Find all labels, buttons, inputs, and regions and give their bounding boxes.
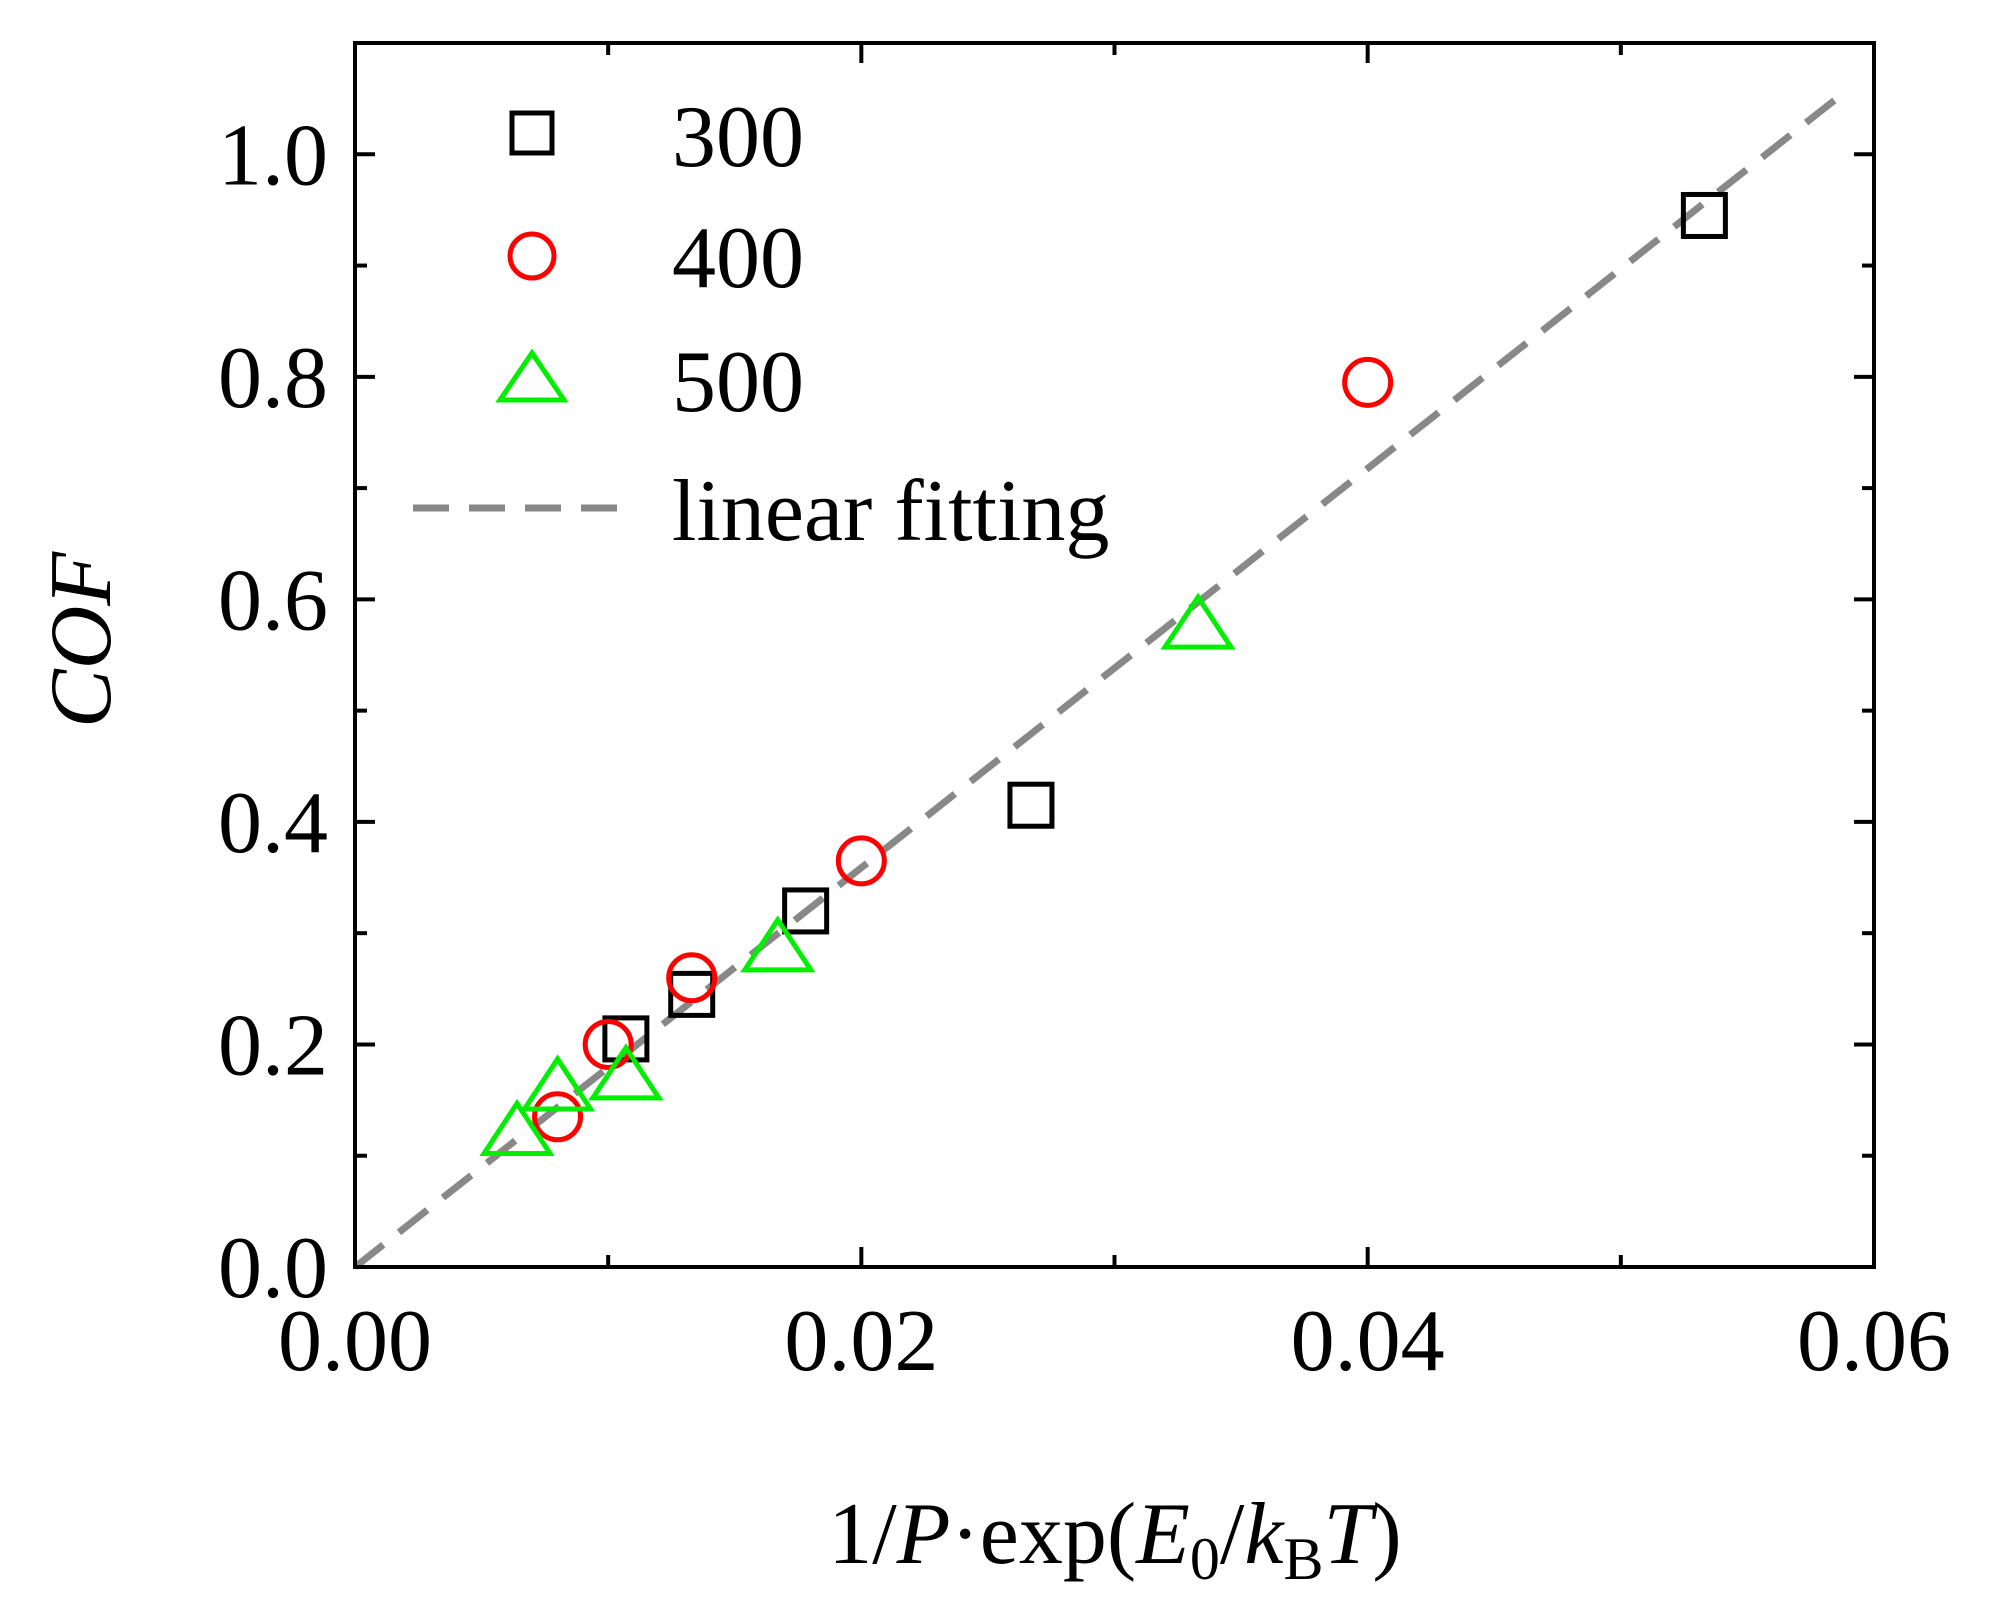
points-layer: [479, 191, 1728, 1156]
x-title-close: ): [1372, 1486, 1401, 1583]
y-tick-label: 1.0: [218, 107, 328, 204]
x-title-P: P: [896, 1486, 951, 1583]
point-500: [740, 915, 816, 973]
point-400: [532, 1091, 584, 1143]
y-axis-title: COF: [33, 551, 130, 728]
legend-label-400: 400: [672, 210, 804, 307]
legend-label-300: 300: [672, 89, 804, 186]
legend-marker-400: [507, 231, 557, 281]
legend-label-500: 500: [672, 334, 804, 431]
y-tick-label: 0.2: [218, 997, 328, 1094]
x-tick-labels: 0.00 0.02 0.04 0.06: [278, 1293, 1951, 1390]
x-title-k: k: [1244, 1486, 1285, 1583]
x-title-slash: /: [1220, 1486, 1245, 1583]
x-title-E: E: [1134, 1486, 1190, 1583]
point-400: [1342, 356, 1394, 408]
point-300: [1007, 781, 1055, 829]
point-300: [782, 887, 830, 935]
y-tick-label: 0.4: [218, 775, 328, 872]
x-tick-label: 0.04: [1291, 1293, 1445, 1390]
x-title-prefix: 1/: [828, 1486, 897, 1583]
legend: 300 400 500 linear fitting: [413, 89, 1109, 560]
y-tick-label: 0.6: [218, 552, 328, 649]
x-title-dot: ·: [950, 1486, 979, 1583]
x-tick-label: 0.02: [784, 1293, 938, 1390]
legend-label-fit: linear fitting: [672, 463, 1109, 560]
x-title-func: exp(: [980, 1486, 1136, 1583]
point-500: [479, 1098, 555, 1156]
x-tick-label: 0.00: [278, 1293, 432, 1390]
plot-frame: [353, 41, 1876, 1269]
fit-layer: [352, 90, 1846, 1270]
fit-line: [352, 90, 1846, 1270]
point-400: [666, 952, 718, 1004]
legend-marker-500: [495, 348, 569, 403]
y-tick-label: 0.0: [218, 1220, 328, 1317]
x-axis-title: 1/P·exp(E0/kBT): [828, 1486, 1401, 1592]
x-title-k-sub: B: [1283, 1526, 1323, 1592]
point-300: [1680, 191, 1728, 239]
point-300: [668, 970, 716, 1018]
x-tick-label: 0.06: [1797, 1293, 1951, 1390]
y-tick-label: 0.8: [218, 330, 328, 427]
x-title-T: T: [1323, 1486, 1378, 1583]
point-500: [1160, 592, 1236, 650]
legend-marker-300: [509, 110, 555, 156]
y-tick-labels: 0.0 0.2 0.4 0.6 0.8 1.0: [218, 107, 328, 1317]
point-500: [588, 1043, 664, 1101]
point-500: [519, 1054, 596, 1112]
x-title-E-sub: 0: [1190, 1526, 1220, 1592]
point-400: [582, 1018, 634, 1070]
point-400: [835, 835, 887, 887]
